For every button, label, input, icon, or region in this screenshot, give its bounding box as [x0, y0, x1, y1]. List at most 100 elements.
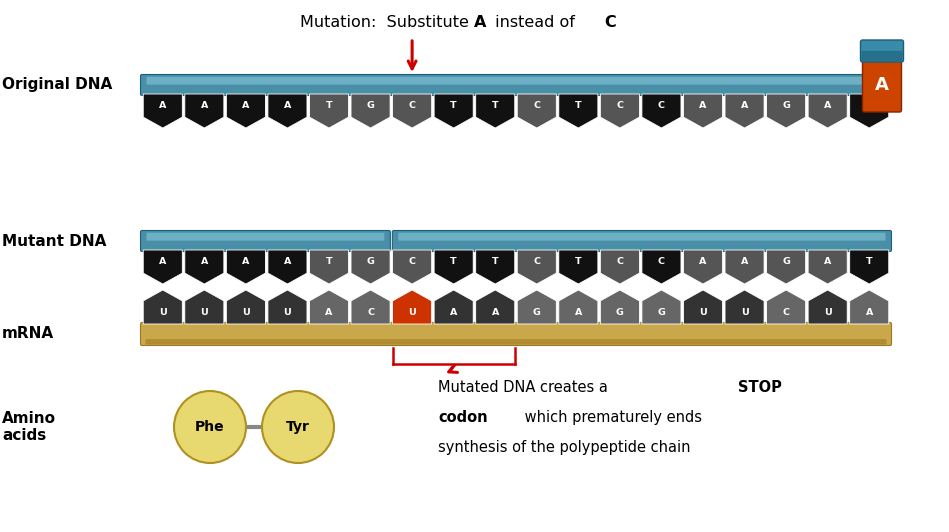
Text: A: A [699, 101, 707, 110]
FancyBboxPatch shape [863, 58, 902, 112]
Text: T: T [326, 257, 332, 266]
Polygon shape [143, 94, 182, 128]
FancyBboxPatch shape [140, 322, 891, 345]
Polygon shape [268, 290, 307, 324]
Text: C: C [604, 14, 616, 29]
Text: A: A [741, 257, 748, 266]
Text: T: T [326, 101, 332, 110]
Text: U: U [408, 308, 416, 317]
Polygon shape [475, 250, 514, 284]
Polygon shape [642, 250, 681, 284]
Text: A: A [741, 101, 748, 110]
Text: A: A [284, 101, 291, 110]
Polygon shape [683, 250, 722, 284]
Text: Mutation:  Substitute: Mutation: Substitute [300, 14, 474, 29]
Text: Tyr: Tyr [286, 420, 310, 434]
Text: Phe: Phe [195, 420, 225, 434]
Polygon shape [227, 94, 266, 128]
Text: STOP: STOP [738, 380, 782, 395]
Polygon shape [309, 94, 348, 128]
Polygon shape [434, 250, 474, 284]
Text: G: G [366, 257, 375, 266]
Text: C: C [533, 257, 540, 266]
Polygon shape [143, 290, 182, 324]
Text: G: G [658, 308, 665, 317]
Text: U: U [158, 308, 167, 317]
Polygon shape [601, 290, 640, 324]
Text: G: G [782, 257, 791, 266]
Polygon shape [517, 290, 556, 324]
Polygon shape [642, 290, 681, 324]
Text: U: U [740, 308, 749, 317]
Text: C: C [617, 257, 623, 266]
Text: instead of: instead of [490, 14, 580, 29]
Polygon shape [434, 94, 474, 128]
Text: G: G [532, 308, 541, 317]
FancyBboxPatch shape [146, 233, 384, 240]
Text: U: U [200, 308, 208, 317]
Text: U: U [284, 308, 291, 317]
Text: T: T [492, 101, 498, 110]
Text: T: T [575, 257, 582, 266]
Text: T: T [451, 101, 457, 110]
Polygon shape [601, 250, 640, 284]
FancyBboxPatch shape [140, 74, 891, 96]
Text: T: T [492, 257, 498, 266]
Text: A: A [242, 257, 250, 266]
Polygon shape [475, 290, 514, 324]
Text: C: C [783, 308, 790, 317]
Polygon shape [517, 94, 556, 128]
Circle shape [262, 391, 334, 463]
Polygon shape [725, 290, 764, 324]
Polygon shape [725, 250, 764, 284]
Text: T: T [451, 257, 457, 266]
Polygon shape [227, 290, 266, 324]
Polygon shape [268, 250, 307, 284]
Polygon shape [809, 250, 847, 284]
Text: synthesis of the polypeptide chain: synthesis of the polypeptide chain [438, 440, 691, 455]
Polygon shape [849, 290, 889, 324]
FancyBboxPatch shape [140, 230, 390, 252]
Polygon shape [683, 94, 722, 128]
Polygon shape [767, 94, 806, 128]
Polygon shape [434, 290, 474, 324]
FancyBboxPatch shape [392, 230, 891, 252]
Polygon shape [849, 94, 889, 128]
Text: A: A [699, 257, 707, 266]
FancyBboxPatch shape [861, 40, 903, 62]
Text: T: T [865, 257, 872, 266]
Polygon shape [351, 94, 390, 128]
Text: T: T [865, 101, 872, 110]
Text: which prematurely ends: which prematurely ends [520, 410, 702, 425]
Polygon shape [185, 250, 224, 284]
Polygon shape [309, 250, 348, 284]
Text: G: G [782, 101, 791, 110]
Polygon shape [559, 94, 598, 128]
Polygon shape [642, 94, 681, 128]
Text: A: A [865, 308, 873, 317]
Text: C: C [367, 308, 374, 317]
Text: A: A [575, 308, 582, 317]
Polygon shape [351, 290, 390, 324]
Text: U: U [824, 308, 831, 317]
Polygon shape [227, 250, 266, 284]
Polygon shape [393, 250, 432, 284]
Text: A: A [159, 257, 166, 266]
Text: C: C [409, 101, 416, 110]
Polygon shape [767, 250, 806, 284]
Text: mRNA: mRNA [2, 327, 54, 342]
Polygon shape [517, 250, 556, 284]
Polygon shape [849, 250, 889, 284]
Text: C: C [533, 101, 540, 110]
Polygon shape [809, 94, 847, 128]
Polygon shape [725, 94, 764, 128]
Text: U: U [242, 308, 250, 317]
Polygon shape [185, 290, 224, 324]
Text: A: A [242, 101, 250, 110]
Text: A: A [492, 308, 499, 317]
Circle shape [174, 391, 246, 463]
Polygon shape [268, 94, 307, 128]
Text: A: A [824, 257, 831, 266]
Text: C: C [658, 101, 665, 110]
FancyBboxPatch shape [399, 233, 885, 240]
